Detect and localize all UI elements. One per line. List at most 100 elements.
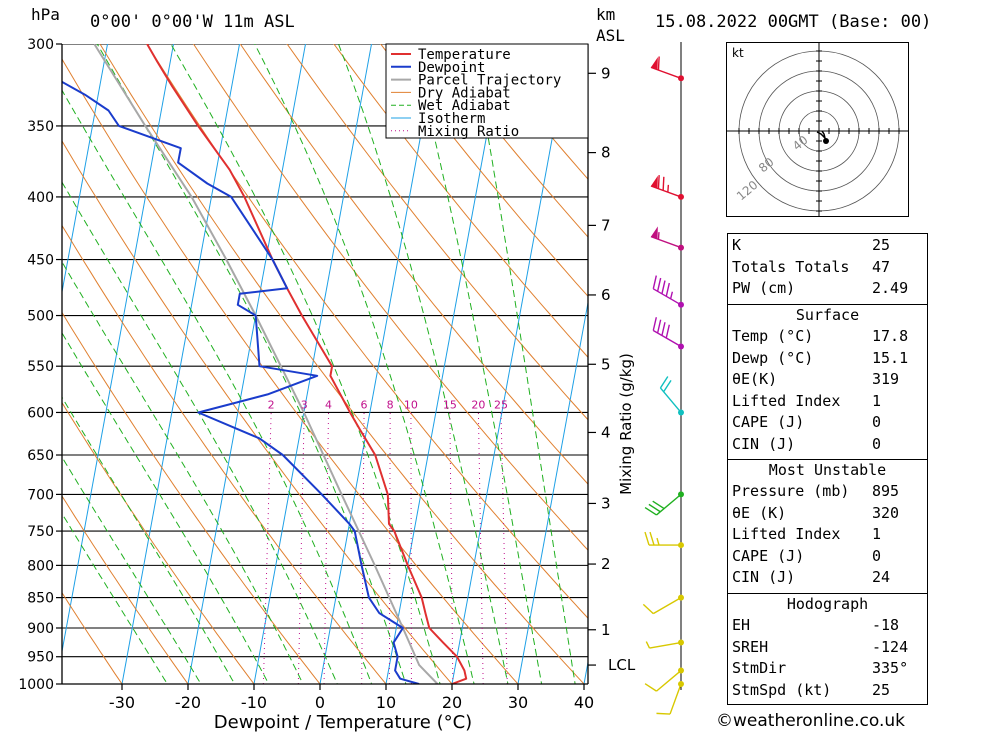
- wind-barb-full: [663, 379, 672, 393]
- table-row: Pressure (mb) 895: [728, 482, 927, 503]
- storm-motion-dot: [823, 138, 829, 144]
- wet-adiabat-line: [337, 44, 509, 684]
- wind-barb-full: [644, 683, 657, 692]
- pressure-tick-label: 500: [27, 309, 54, 325]
- table-row: CAPE (J) 0: [728, 547, 927, 568]
- legend-label: Mixing Ratio: [418, 124, 519, 140]
- isotherm-line: [62, 44, 175, 655]
- hodograph-panel: kt 40 80 120: [726, 42, 909, 217]
- row-label: SREH: [732, 637, 769, 656]
- mixing-ratio-label: 2: [268, 398, 275, 411]
- wind-barb-half: [669, 291, 674, 299]
- mixing-ratio-line: [323, 412, 330, 684]
- wind-barb-half: [657, 232, 660, 240]
- row-label: Lifted Index: [732, 391, 841, 410]
- isotherm-line: [517, 299, 588, 684]
- wind-barb-full: [652, 275, 658, 289]
- surface-table: Surface Temp (°C) 17.8 Dewp (°C) 15.1 θE(K) 3…: [727, 304, 928, 460]
- hodograph-ring-label: 40: [790, 133, 811, 154]
- mixing-ratio-label: 3: [301, 398, 308, 411]
- wet-adiabat-line: [62, 261, 304, 684]
- pressure-tick-label: 750: [27, 524, 54, 540]
- dry-adiabat-line: [426, 44, 588, 238]
- height-tick-label: 8: [601, 144, 611, 162]
- wet-adiabat-line: [254, 44, 475, 684]
- temperature-tick-label: 10: [376, 693, 396, 712]
- dry-adiabat-line: [380, 44, 588, 298]
- hodograph-table: Hodograph EH -18 SREH -124 StmDir 335° StmSpd …: [727, 593, 928, 705]
- most-unstable-title: Most Unstable: [768, 461, 887, 479]
- row-value: 25: [872, 236, 891, 254]
- row-value: 25: [872, 680, 891, 699]
- asl-label: ASL: [596, 26, 625, 45]
- dry-adiabat-line: [62, 401, 255, 684]
- mixing-ratio-line: [388, 412, 391, 684]
- height-tick-label: LCL: [608, 656, 636, 674]
- pressure-tick-label: 300: [27, 37, 54, 53]
- wet-adiabat-line: [62, 396, 236, 684]
- dry-adiabat-line: [286, 44, 588, 421]
- wind-barb: [645, 639, 684, 649]
- wind-barb-staff: [650, 66, 682, 79]
- mixing-ratio-label: 10: [404, 398, 418, 411]
- pressure-tick-label: 600: [27, 405, 54, 421]
- row-value: 2.49: [872, 279, 909, 297]
- table-row: θE(K) 319: [728, 370, 927, 391]
- wind-barb: [650, 175, 684, 200]
- height-tick-label: 6: [601, 286, 611, 304]
- temperature-tick-label: -20: [175, 693, 201, 712]
- wet-adiabat-line: [62, 332, 270, 684]
- wind-barb-staff: [650, 235, 682, 249]
- wet-adiabat-line: [62, 512, 168, 684]
- table-row: StmDir 335°: [728, 659, 927, 680]
- most-unstable-table: Most Unstable Pressure (mb) 895 θE (K) 320 L…: [727, 459, 928, 594]
- table-row: CIN (J) 0: [728, 435, 927, 456]
- isotherm-line: [62, 44, 109, 295]
- pressure-tick-label: 550: [27, 359, 54, 375]
- legend-box: [385, 43, 589, 139]
- temperature-tick-label: 0: [315, 693, 325, 712]
- row-value: 0: [872, 413, 882, 431]
- row-value: 1: [872, 391, 882, 410]
- row-label: PW (cm): [732, 279, 796, 297]
- legend-label: Wet Adiabat: [418, 98, 511, 114]
- row-value: 17.8: [872, 327, 909, 345]
- row-value: 319: [872, 370, 900, 388]
- wet-adiabat-line: [62, 89, 373, 684]
- datetime-label: 15.08.2022 00GMT (Base: 00): [655, 12, 932, 32]
- wind-barb-full: [649, 531, 655, 546]
- mixing-ratio-label: 20: [471, 398, 485, 411]
- wind-barb-full: [661, 322, 666, 336]
- wet-adiabat-line: [96, 44, 407, 684]
- temperature-line: [146, 44, 468, 684]
- dry-adiabat-line: [239, 44, 588, 485]
- pressure-tick-label: 700: [27, 487, 54, 503]
- hodograph-trace: [816, 130, 827, 141]
- table-row: Totals Totals 47: [728, 258, 927, 279]
- row-value: 1: [872, 525, 882, 543]
- wind-barb-full: [657, 175, 660, 189]
- row-label: Pressure (mb): [732, 482, 850, 500]
- row-value: 0: [872, 434, 882, 453]
- wind-barb-full: [652, 317, 658, 331]
- wet-adiabat-line: [170, 44, 441, 684]
- table-row: K 25: [728, 236, 927, 257]
- legend-label: Dewpoint: [418, 60, 485, 76]
- mixing-ratio-line: [410, 412, 412, 684]
- row-label: Dewp (°C): [732, 348, 814, 367]
- row-label: CIN (J): [732, 434, 796, 453]
- indices-table: K 25 Totals Totals 47 PW (cm) 2.49: [727, 233, 928, 305]
- parcel-trajectory-line: [93, 44, 439, 684]
- mixing-ratio-line: [297, 412, 305, 684]
- wind-barb-full: [656, 319, 662, 334]
- wind-barb: [644, 531, 684, 549]
- table-row: Lifted Index 1: [728, 525, 927, 546]
- row-label: StmSpd (kt): [732, 680, 832, 699]
- table-row: Temp (°C) 17.8: [728, 327, 927, 348]
- height-tick-label: 7: [601, 216, 611, 234]
- wind-barb-full: [659, 376, 669, 389]
- wind-barb-full: [662, 176, 665, 191]
- plot-area: [62, 44, 588, 684]
- height-tick-label: 4: [601, 423, 611, 441]
